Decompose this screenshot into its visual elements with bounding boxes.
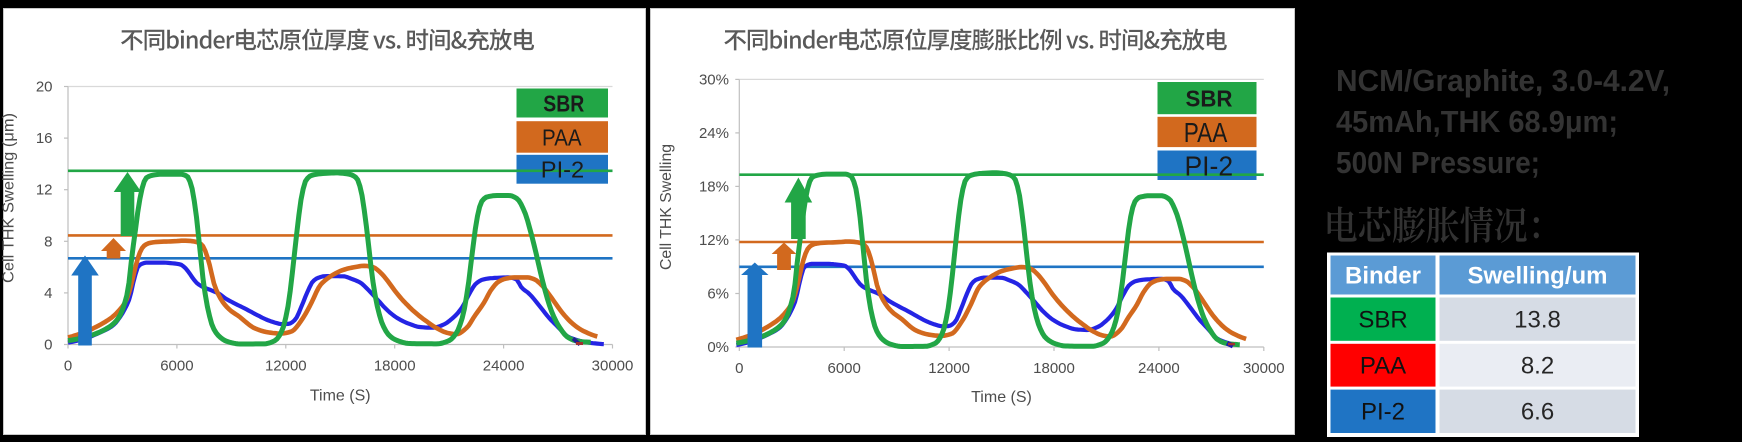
svg-text:20: 20 — [36, 79, 53, 96]
svg-text:12%: 12% — [699, 232, 729, 249]
svg-text:30000: 30000 — [592, 358, 634, 375]
svg-text:18%: 18% — [699, 178, 729, 195]
svg-text:12000: 12000 — [928, 360, 970, 377]
svg-text:6%: 6% — [707, 286, 729, 303]
svg-text:30000: 30000 — [1243, 360, 1285, 377]
svg-text:Cell THK Swelling (μm): Cell THK Swelling (μm) — [1, 113, 18, 283]
svg-text:4: 4 — [44, 285, 52, 302]
svg-text:0: 0 — [64, 358, 72, 375]
svg-text:0%: 0% — [707, 339, 729, 356]
svg-text:Cell THK Swelling: Cell THK Swelling — [658, 144, 675, 270]
svg-text:24000: 24000 — [1138, 360, 1180, 377]
svg-text:SBR: SBR — [543, 91, 584, 117]
svg-text:0: 0 — [44, 337, 52, 354]
svg-text:NCM/Graphite, 3.0-4.2V,: NCM/Graphite, 3.0-4.2V, — [1336, 63, 1670, 98]
svg-text:PAA: PAA — [1184, 117, 1228, 148]
svg-text:6.6: 6.6 — [1521, 399, 1554, 426]
svg-text:PI-2: PI-2 — [541, 157, 584, 183]
svg-text:18000: 18000 — [374, 358, 416, 375]
svg-text:0: 0 — [735, 360, 743, 377]
svg-text:12000: 12000 — [265, 358, 307, 375]
svg-text:SBR: SBR — [1358, 307, 1407, 334]
svg-text:PAA: PAA — [1360, 353, 1406, 380]
svg-text:13.8: 13.8 — [1514, 307, 1561, 334]
svg-text:500N Pressure;: 500N Pressure; — [1336, 145, 1540, 180]
svg-text:Time (S): Time (S) — [971, 389, 1032, 406]
svg-text:24000: 24000 — [483, 358, 525, 375]
svg-text:PAA: PAA — [542, 124, 582, 150]
svg-text:6000: 6000 — [160, 358, 193, 375]
svg-text:16: 16 — [36, 130, 53, 147]
svg-text:PI-2: PI-2 — [1185, 150, 1234, 181]
svg-text:30%: 30% — [699, 71, 729, 88]
svg-text:8.2: 8.2 — [1521, 353, 1554, 380]
svg-text:PI-2: PI-2 — [1361, 399, 1405, 426]
svg-text:Time (S): Time (S) — [310, 388, 371, 405]
svg-text:45mAh,THK 68.9μm;: 45mAh,THK 68.9μm; — [1336, 104, 1618, 139]
svg-text:24%: 24% — [699, 125, 729, 142]
svg-text:8: 8 — [44, 233, 52, 250]
svg-text:Binder: Binder — [1345, 263, 1421, 290]
svg-text:12: 12 — [36, 182, 53, 199]
svg-text:Swelling/um: Swelling/um — [1467, 263, 1607, 290]
svg-text:6000: 6000 — [828, 360, 861, 377]
svg-text:SBR: SBR — [1186, 85, 1233, 111]
svg-text:18000: 18000 — [1033, 360, 1075, 377]
